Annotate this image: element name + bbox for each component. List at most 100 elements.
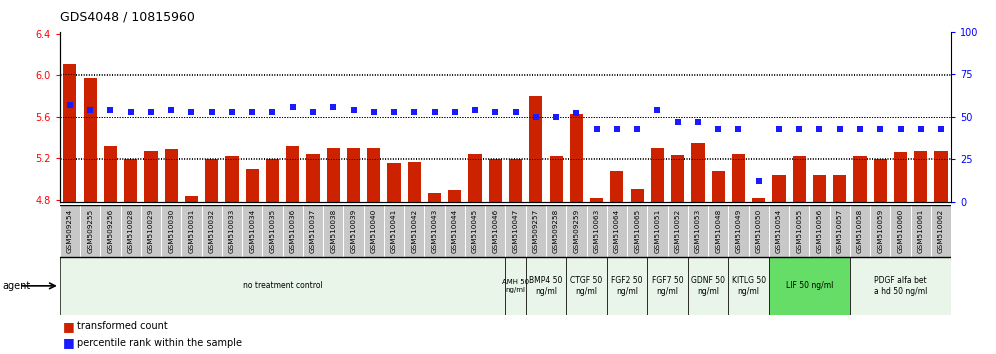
- Bar: [813, 175, 826, 202]
- Text: GSM510048: GSM510048: [715, 209, 721, 253]
- Text: FGF7 50
ng/ml: FGF7 50 ng/ml: [651, 276, 683, 296]
- Point: [892, 126, 908, 132]
- Text: FGF2 50
ng/ml: FGF2 50 ng/ml: [612, 276, 642, 296]
- Bar: [550, 156, 563, 202]
- Bar: [850, 257, 951, 315]
- Text: GSM510030: GSM510030: [168, 209, 174, 253]
- Bar: [485, 205, 506, 257]
- Point: [832, 126, 848, 132]
- Bar: [468, 154, 482, 202]
- Text: GSM510056: GSM510056: [817, 209, 823, 253]
- Text: GSM510031: GSM510031: [188, 209, 194, 253]
- Point: [548, 114, 564, 120]
- Point: [912, 126, 928, 132]
- Bar: [286, 146, 300, 202]
- Bar: [262, 205, 283, 257]
- Text: GSM510050: GSM510050: [756, 209, 762, 253]
- Text: GSM509257: GSM509257: [533, 209, 539, 253]
- Bar: [407, 162, 421, 202]
- Bar: [728, 257, 769, 315]
- Bar: [711, 171, 725, 202]
- Point: [366, 109, 381, 115]
- Bar: [567, 257, 607, 315]
- Bar: [104, 146, 117, 202]
- Text: GDNF 50
ng/ml: GDNF 50 ng/ml: [691, 276, 725, 296]
- Text: PDGF alfa bet
a hd 50 ng/ml: PDGF alfa bet a hd 50 ng/ml: [873, 276, 927, 296]
- Bar: [873, 159, 886, 202]
- Point: [305, 109, 321, 115]
- Bar: [404, 205, 424, 257]
- Bar: [424, 205, 444, 257]
- Bar: [222, 205, 242, 257]
- Text: GSM509259: GSM509259: [574, 209, 580, 253]
- Text: GSM510053: GSM510053: [695, 209, 701, 253]
- Bar: [728, 205, 749, 257]
- Text: GDS4048 / 10815960: GDS4048 / 10815960: [60, 11, 194, 24]
- Point: [143, 109, 159, 115]
- Bar: [242, 205, 262, 257]
- Bar: [914, 151, 927, 202]
- Point: [103, 107, 119, 113]
- Bar: [772, 175, 786, 202]
- Text: GSM510058: GSM510058: [857, 209, 863, 253]
- Text: GSM510028: GSM510028: [127, 209, 133, 253]
- Bar: [225, 156, 239, 202]
- Bar: [834, 175, 847, 202]
- Bar: [509, 159, 522, 202]
- Bar: [489, 159, 502, 202]
- Bar: [854, 156, 867, 202]
- Bar: [60, 205, 80, 257]
- Bar: [303, 205, 323, 257]
- Bar: [691, 143, 704, 202]
- Bar: [607, 257, 647, 315]
- Bar: [347, 148, 361, 202]
- Bar: [327, 148, 340, 202]
- Point: [812, 126, 828, 132]
- Bar: [344, 205, 364, 257]
- Bar: [793, 156, 806, 202]
- Bar: [205, 159, 218, 202]
- Text: percentile rank within the sample: percentile rank within the sample: [77, 338, 242, 348]
- Bar: [428, 194, 441, 202]
- Bar: [688, 205, 708, 257]
- Point: [487, 109, 503, 115]
- Bar: [364, 205, 383, 257]
- Bar: [201, 205, 222, 257]
- Bar: [64, 64, 77, 202]
- Point: [730, 126, 746, 132]
- Text: GSM510041: GSM510041: [391, 209, 397, 253]
- Text: KITLG 50
ng/ml: KITLG 50 ng/ml: [731, 276, 766, 296]
- Bar: [590, 198, 604, 202]
- Point: [791, 126, 807, 132]
- Point: [649, 107, 665, 113]
- Bar: [144, 151, 157, 202]
- Bar: [810, 205, 830, 257]
- Bar: [830, 205, 850, 257]
- Bar: [567, 205, 587, 257]
- Point: [123, 109, 138, 115]
- Point: [163, 107, 179, 113]
- Bar: [850, 205, 871, 257]
- Text: GSM510038: GSM510038: [331, 209, 337, 253]
- Point: [447, 109, 463, 115]
- Bar: [607, 205, 627, 257]
- Point: [751, 178, 767, 184]
- Text: GSM510060: GSM510060: [897, 209, 903, 253]
- Text: CTGF 50
ng/ml: CTGF 50 ng/ml: [571, 276, 603, 296]
- Bar: [769, 205, 789, 257]
- Bar: [671, 155, 684, 202]
- Text: GSM509255: GSM509255: [87, 209, 94, 253]
- Bar: [164, 149, 177, 202]
- Text: LIF 50 ng/ml: LIF 50 ng/ml: [786, 281, 833, 290]
- Point: [183, 109, 199, 115]
- Bar: [506, 205, 526, 257]
- Point: [62, 102, 78, 108]
- Bar: [667, 205, 688, 257]
- Bar: [140, 205, 161, 257]
- Text: no treatment control: no treatment control: [243, 281, 323, 290]
- Bar: [60, 257, 506, 315]
- Text: GSM509256: GSM509256: [108, 209, 114, 253]
- Bar: [890, 205, 910, 257]
- Text: GSM510035: GSM510035: [270, 209, 276, 253]
- Bar: [383, 205, 404, 257]
